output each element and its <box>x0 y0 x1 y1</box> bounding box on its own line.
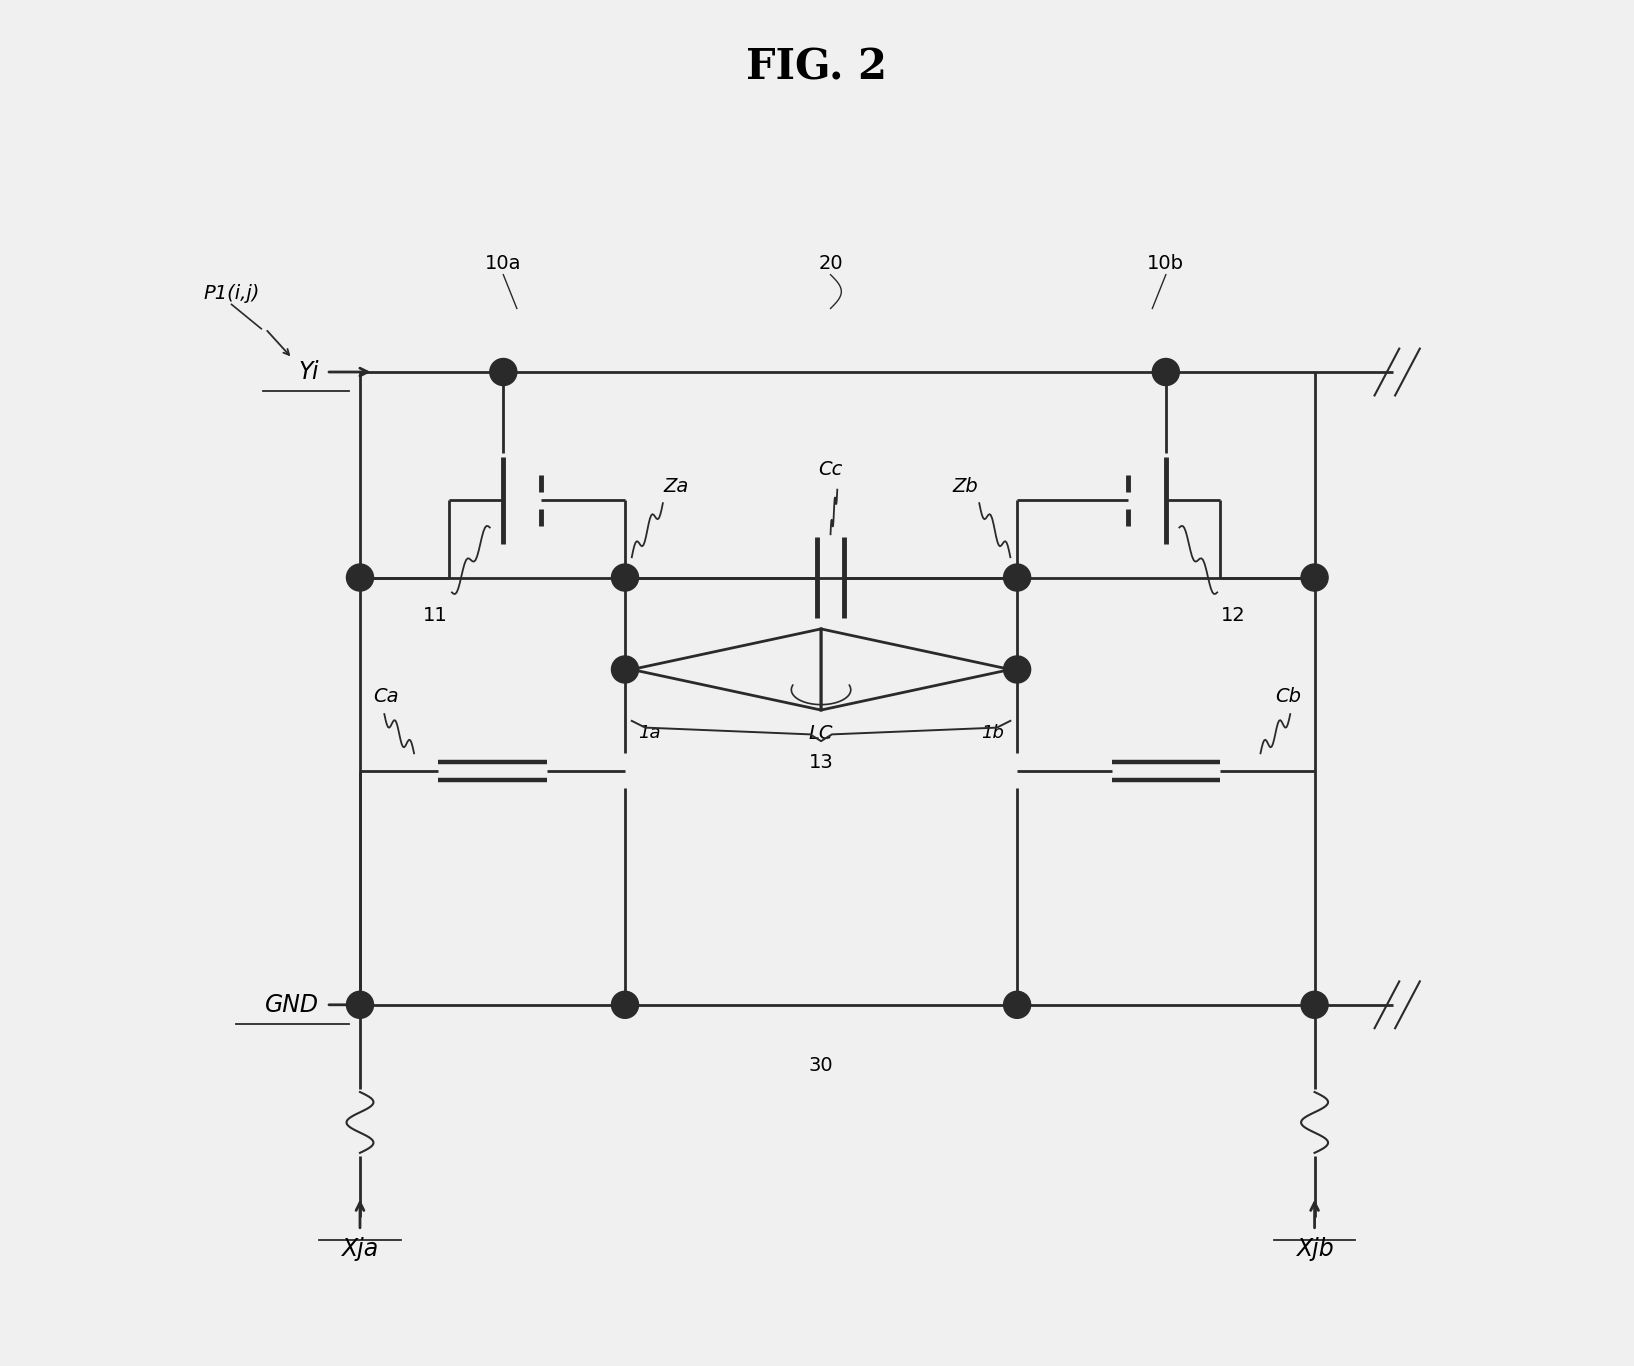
Text: 13: 13 <box>809 753 833 772</box>
Text: P1(i,j): P1(i,j) <box>203 284 260 303</box>
Circle shape <box>1301 564 1328 591</box>
Text: 12: 12 <box>1221 607 1245 624</box>
Text: Yi: Yi <box>299 361 319 384</box>
Text: Ca: Ca <box>374 687 399 706</box>
Text: LC: LC <box>809 724 833 743</box>
Text: Zb: Zb <box>953 478 979 496</box>
Circle shape <box>490 358 516 385</box>
Circle shape <box>1301 992 1328 1018</box>
Circle shape <box>611 564 639 591</box>
Text: GND: GND <box>265 993 319 1016</box>
Circle shape <box>1003 564 1031 591</box>
Text: 1b: 1b <box>980 724 1003 742</box>
Circle shape <box>346 564 374 591</box>
Circle shape <box>611 992 639 1018</box>
Text: 30: 30 <box>809 1056 833 1075</box>
Circle shape <box>1003 656 1031 683</box>
Text: 20: 20 <box>819 254 843 273</box>
Text: Xja: Xja <box>342 1238 379 1261</box>
Circle shape <box>611 656 639 683</box>
Circle shape <box>346 992 374 1018</box>
Text: Za: Za <box>663 478 690 496</box>
Text: Xjb: Xjb <box>1296 1238 1333 1261</box>
Text: FIG. 2: FIG. 2 <box>747 46 887 89</box>
Circle shape <box>1003 992 1031 1018</box>
Text: 1a: 1a <box>639 724 662 742</box>
Circle shape <box>1152 358 1180 385</box>
Text: 10b: 10b <box>1147 254 1185 273</box>
Text: 11: 11 <box>423 607 448 624</box>
Text: 10a: 10a <box>485 254 521 273</box>
Text: Cb: Cb <box>1275 687 1301 706</box>
Text: Cc: Cc <box>819 460 843 479</box>
